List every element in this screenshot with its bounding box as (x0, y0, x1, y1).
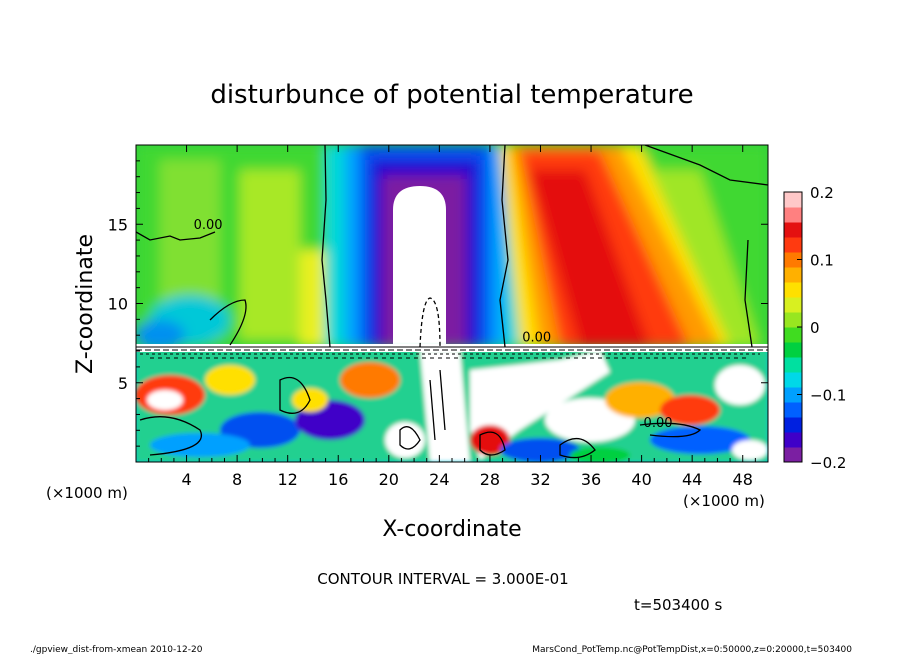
x-tick-label: 28 (480, 470, 500, 489)
colorbar-segment (784, 327, 802, 343)
colorbar-segment (784, 282, 802, 298)
time-label: t=503400 s (634, 596, 722, 614)
contour-label: 0.00 (522, 331, 551, 346)
contour-label: 0.00 (194, 218, 223, 233)
colorbar-segment (784, 192, 802, 208)
interface-band (136, 344, 768, 352)
colorbar-segment (784, 237, 802, 253)
x-tick-label: 32 (530, 470, 550, 489)
colorbar-tick-label: 0.2 (810, 184, 834, 202)
field-upper-patches (136, 145, 768, 350)
x-tick-label: 12 (278, 470, 298, 489)
x-unit-left: (×1000 m) (46, 484, 128, 502)
x-unit-right: (×1000 m) (683, 492, 765, 510)
colorbar-segment (784, 402, 802, 418)
colorbar-ticks: 0.2 0.1 0 −0.1 −0.2 (797, 184, 846, 472)
contour-label: 0.00 (644, 416, 673, 431)
footer-left: ./gpview_dist-from-xmean 2010-12-20 (30, 645, 203, 654)
contour-labels: 0.00 0.00 0.00 (194, 218, 673, 431)
colorbar-tick-label: −0.2 (810, 454, 846, 472)
colorbar-segment (784, 387, 802, 403)
interface-contours (136, 346, 768, 359)
colorbar-segment (784, 267, 802, 283)
y-axis: 5 10 15 (108, 160, 768, 447)
colorbar-segment (784, 312, 802, 328)
chart-title: disturbunce of potential temperature (210, 80, 693, 110)
x-tick-label: 48 (733, 470, 753, 489)
colorbar (784, 192, 802, 463)
colorbar-tick-label: −0.1 (810, 387, 846, 405)
contour-lines (136, 145, 768, 459)
x-axis-label: X-coordinate (382, 517, 521, 542)
x-tick-label: 44 (682, 470, 702, 489)
colorbar-segment (784, 357, 802, 373)
colorbar-segment (784, 342, 802, 358)
y-tick-label: 5 (118, 374, 128, 393)
y-tick-label: 10 (108, 295, 128, 314)
x-tick-label: 4 (181, 470, 191, 489)
plot-area (136, 145, 768, 462)
field-lower-patches (136, 347, 768, 462)
colorbar-segment (784, 207, 802, 223)
x-tick-label: 8 (232, 470, 242, 489)
colorbar-segment (784, 432, 802, 448)
y-axis-label: Z-coordinate (73, 234, 98, 374)
x-tick-label: 20 (379, 470, 399, 489)
colorbar-tick-label: 0.1 (810, 252, 834, 270)
colorbar-segment (784, 297, 802, 313)
y-tick-label: 15 (108, 215, 128, 234)
contour-interval: CONTOUR INTERVAL = 3.000E-01 (317, 570, 568, 588)
colorbar-segment (784, 252, 802, 268)
colorbar-tick-label: 0 (810, 319, 820, 337)
footer-right: MarsCond_PotTemp.nc@PotTempDist,x=0:5000… (532, 645, 852, 654)
colorbar-segment (784, 372, 802, 388)
colorbar-segment (784, 222, 802, 238)
cold-core (393, 186, 446, 347)
colorbar-segment (784, 447, 802, 463)
x-axis: 4 8 12 16 20 24 28 32 36 40 44 48 (148, 145, 756, 489)
x-tick-label: 40 (631, 470, 651, 489)
x-tick-label: 36 (581, 470, 601, 489)
colorbar-segment (784, 417, 802, 433)
x-tick-label: 24 (429, 470, 449, 489)
x-tick-label: 16 (328, 470, 348, 489)
